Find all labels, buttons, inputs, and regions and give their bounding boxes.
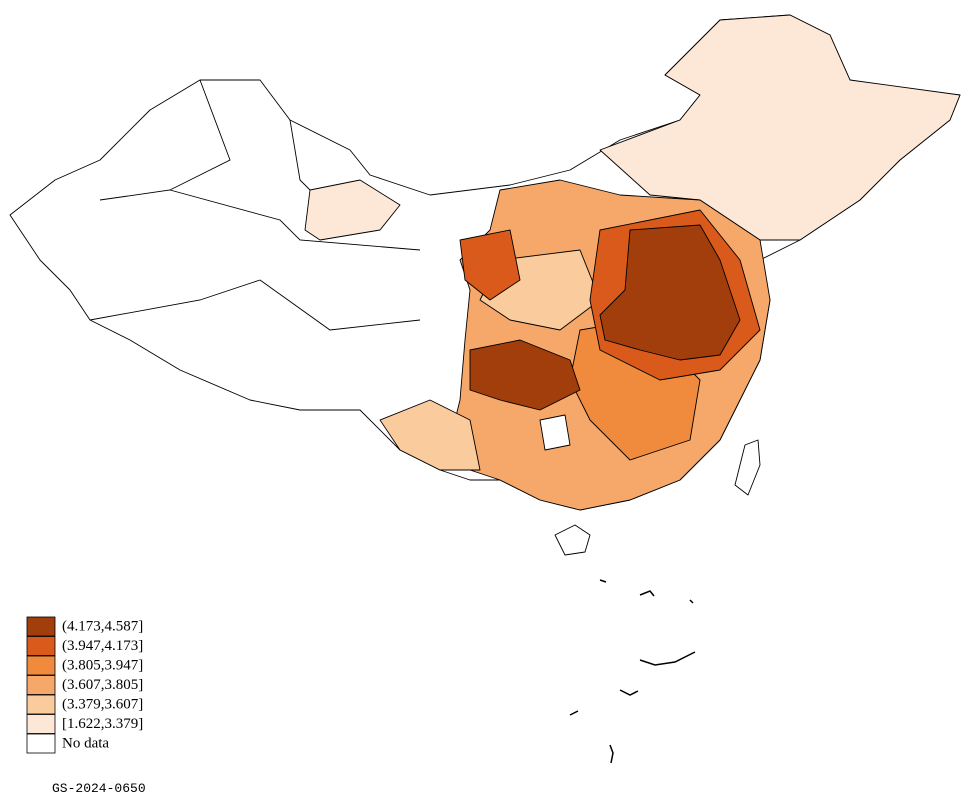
border: [89, 79, 421, 331]
region: [304, 179, 401, 241]
region: [539, 414, 571, 451]
region: [599, 224, 741, 361]
legend-label: No data: [62, 735, 109, 751]
region: [459, 229, 521, 301]
legend-swatch: [26, 694, 56, 715]
legend-label: (3.607,3.805]: [62, 677, 143, 693]
region: [734, 439, 761, 496]
legend-label: (3.805,3.947]: [62, 657, 143, 673]
map-regions: [9, 14, 961, 764]
region: [554, 524, 591, 556]
region: [379, 399, 481, 471]
legend-label: (3.379,3.607]: [62, 696, 143, 712]
island: [569, 579, 696, 764]
map-code: GS-2024-0650: [52, 781, 146, 796]
legend-label: [1.622,3.379]: [62, 716, 143, 732]
legend: (4.173,4.587] (3.947,4.173] (3.805,3.947] (…: [26, 616, 143, 754]
region: [469, 339, 581, 411]
legend-label: (3.947,4.173]: [62, 638, 143, 654]
legend-swatch: [26, 616, 56, 637]
legend-swatch: [26, 655, 56, 676]
legend-swatch: [26, 636, 56, 656]
legend-swatch: [26, 714, 56, 734]
legend-swatch: [26, 733, 56, 754]
legend-label: (4.173,4.587]: [62, 618, 143, 634]
legend-swatch: [26, 675, 56, 695]
